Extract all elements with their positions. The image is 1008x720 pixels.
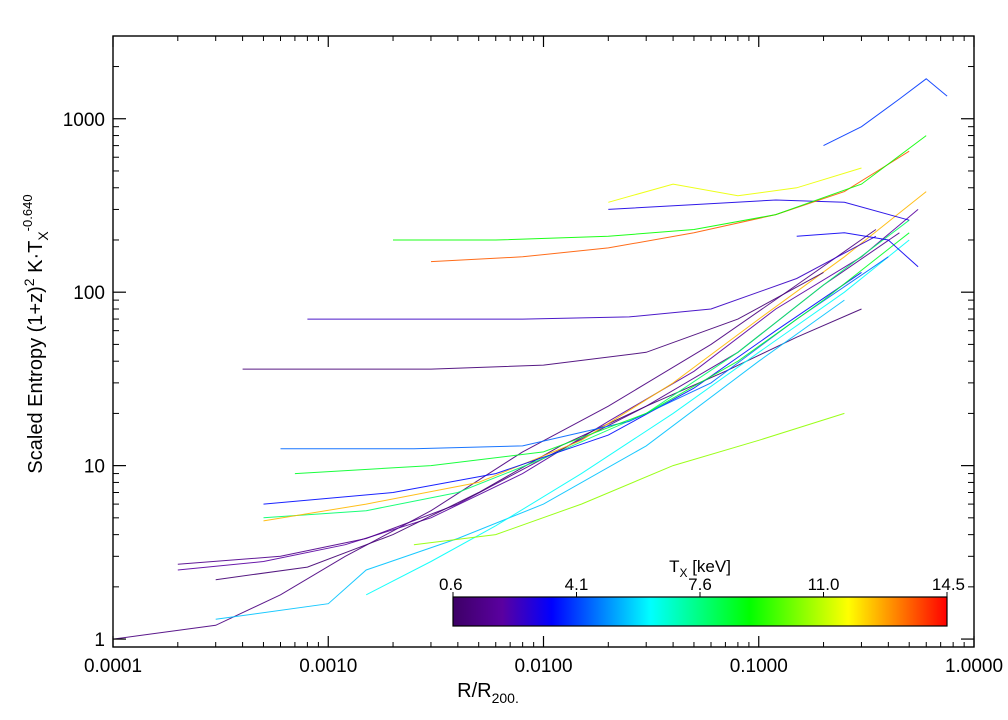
profile-line-1 <box>113 229 877 640</box>
profile-line-17 <box>823 78 948 147</box>
x-tick-label: 0.0001 <box>84 656 142 677</box>
x-axis-title: R/R200. <box>457 680 519 706</box>
y-axis-title: Scaled Entropy (1+z)2 K·TX-0.640 <box>20 194 51 473</box>
y-tick-label: 10 <box>84 457 105 478</box>
colorbar-ticks: 0.6 4.1 7.6 11.0 14.5 <box>439 575 965 597</box>
profile-line-9 <box>263 191 927 522</box>
profile-line-7 <box>413 412 845 546</box>
profile-line-11 <box>280 256 889 450</box>
colorbar-tick-label: 11.0 <box>808 575 840 594</box>
y-axis-ticks: 1 10 100 1000 <box>63 35 974 651</box>
temperature-colorbar: TX [keV] 0.6 4.1 7.6 11.0 14.5 <box>439 557 965 627</box>
profile-line-12 <box>294 232 910 475</box>
x-tick-label: 1.0000 <box>945 656 1003 677</box>
profile-line-19 <box>430 150 910 263</box>
profile-line-18 <box>796 232 919 268</box>
y-tick-label: 100 <box>73 283 105 304</box>
plot-axes <box>112 35 975 648</box>
colorbar-tick-label: 14.5 <box>932 575 965 594</box>
colorbar-tick-label: 0.6 <box>439 575 463 594</box>
profile-line-16 <box>608 199 910 221</box>
plot-frame <box>112 35 975 648</box>
profile-line-4 <box>215 308 862 581</box>
profile-line-14 <box>307 235 877 320</box>
x-tick-label: 0.0100 <box>514 656 572 677</box>
colorbar-gradient <box>452 596 948 627</box>
profile-line-5 <box>215 299 845 620</box>
y-tick-label: 1 <box>94 630 105 651</box>
profile-line-13 <box>242 271 824 370</box>
profile-lines <box>113 78 948 640</box>
colorbar-title: TX [keV] <box>669 557 731 580</box>
x-axis-ticks: 0.0001 0.0010 0.0100 0.1000 1.0000 <box>84 36 1003 677</box>
x-tick-label: 0.1000 <box>730 656 788 677</box>
profile-line-20 <box>393 135 927 241</box>
profile-line-6 <box>365 239 910 596</box>
profile-line-10 <box>263 271 862 505</box>
profile-line-3 <box>177 232 900 565</box>
x-tick-label: 0.0010 <box>299 656 357 677</box>
profile-line-15 <box>608 167 862 203</box>
y-tick-label: 1000 <box>63 110 105 131</box>
profile-line-8 <box>263 219 910 519</box>
colorbar-tick-label: 4.1 <box>565 575 589 594</box>
colorbar-tick-label: 7.6 <box>688 575 712 594</box>
